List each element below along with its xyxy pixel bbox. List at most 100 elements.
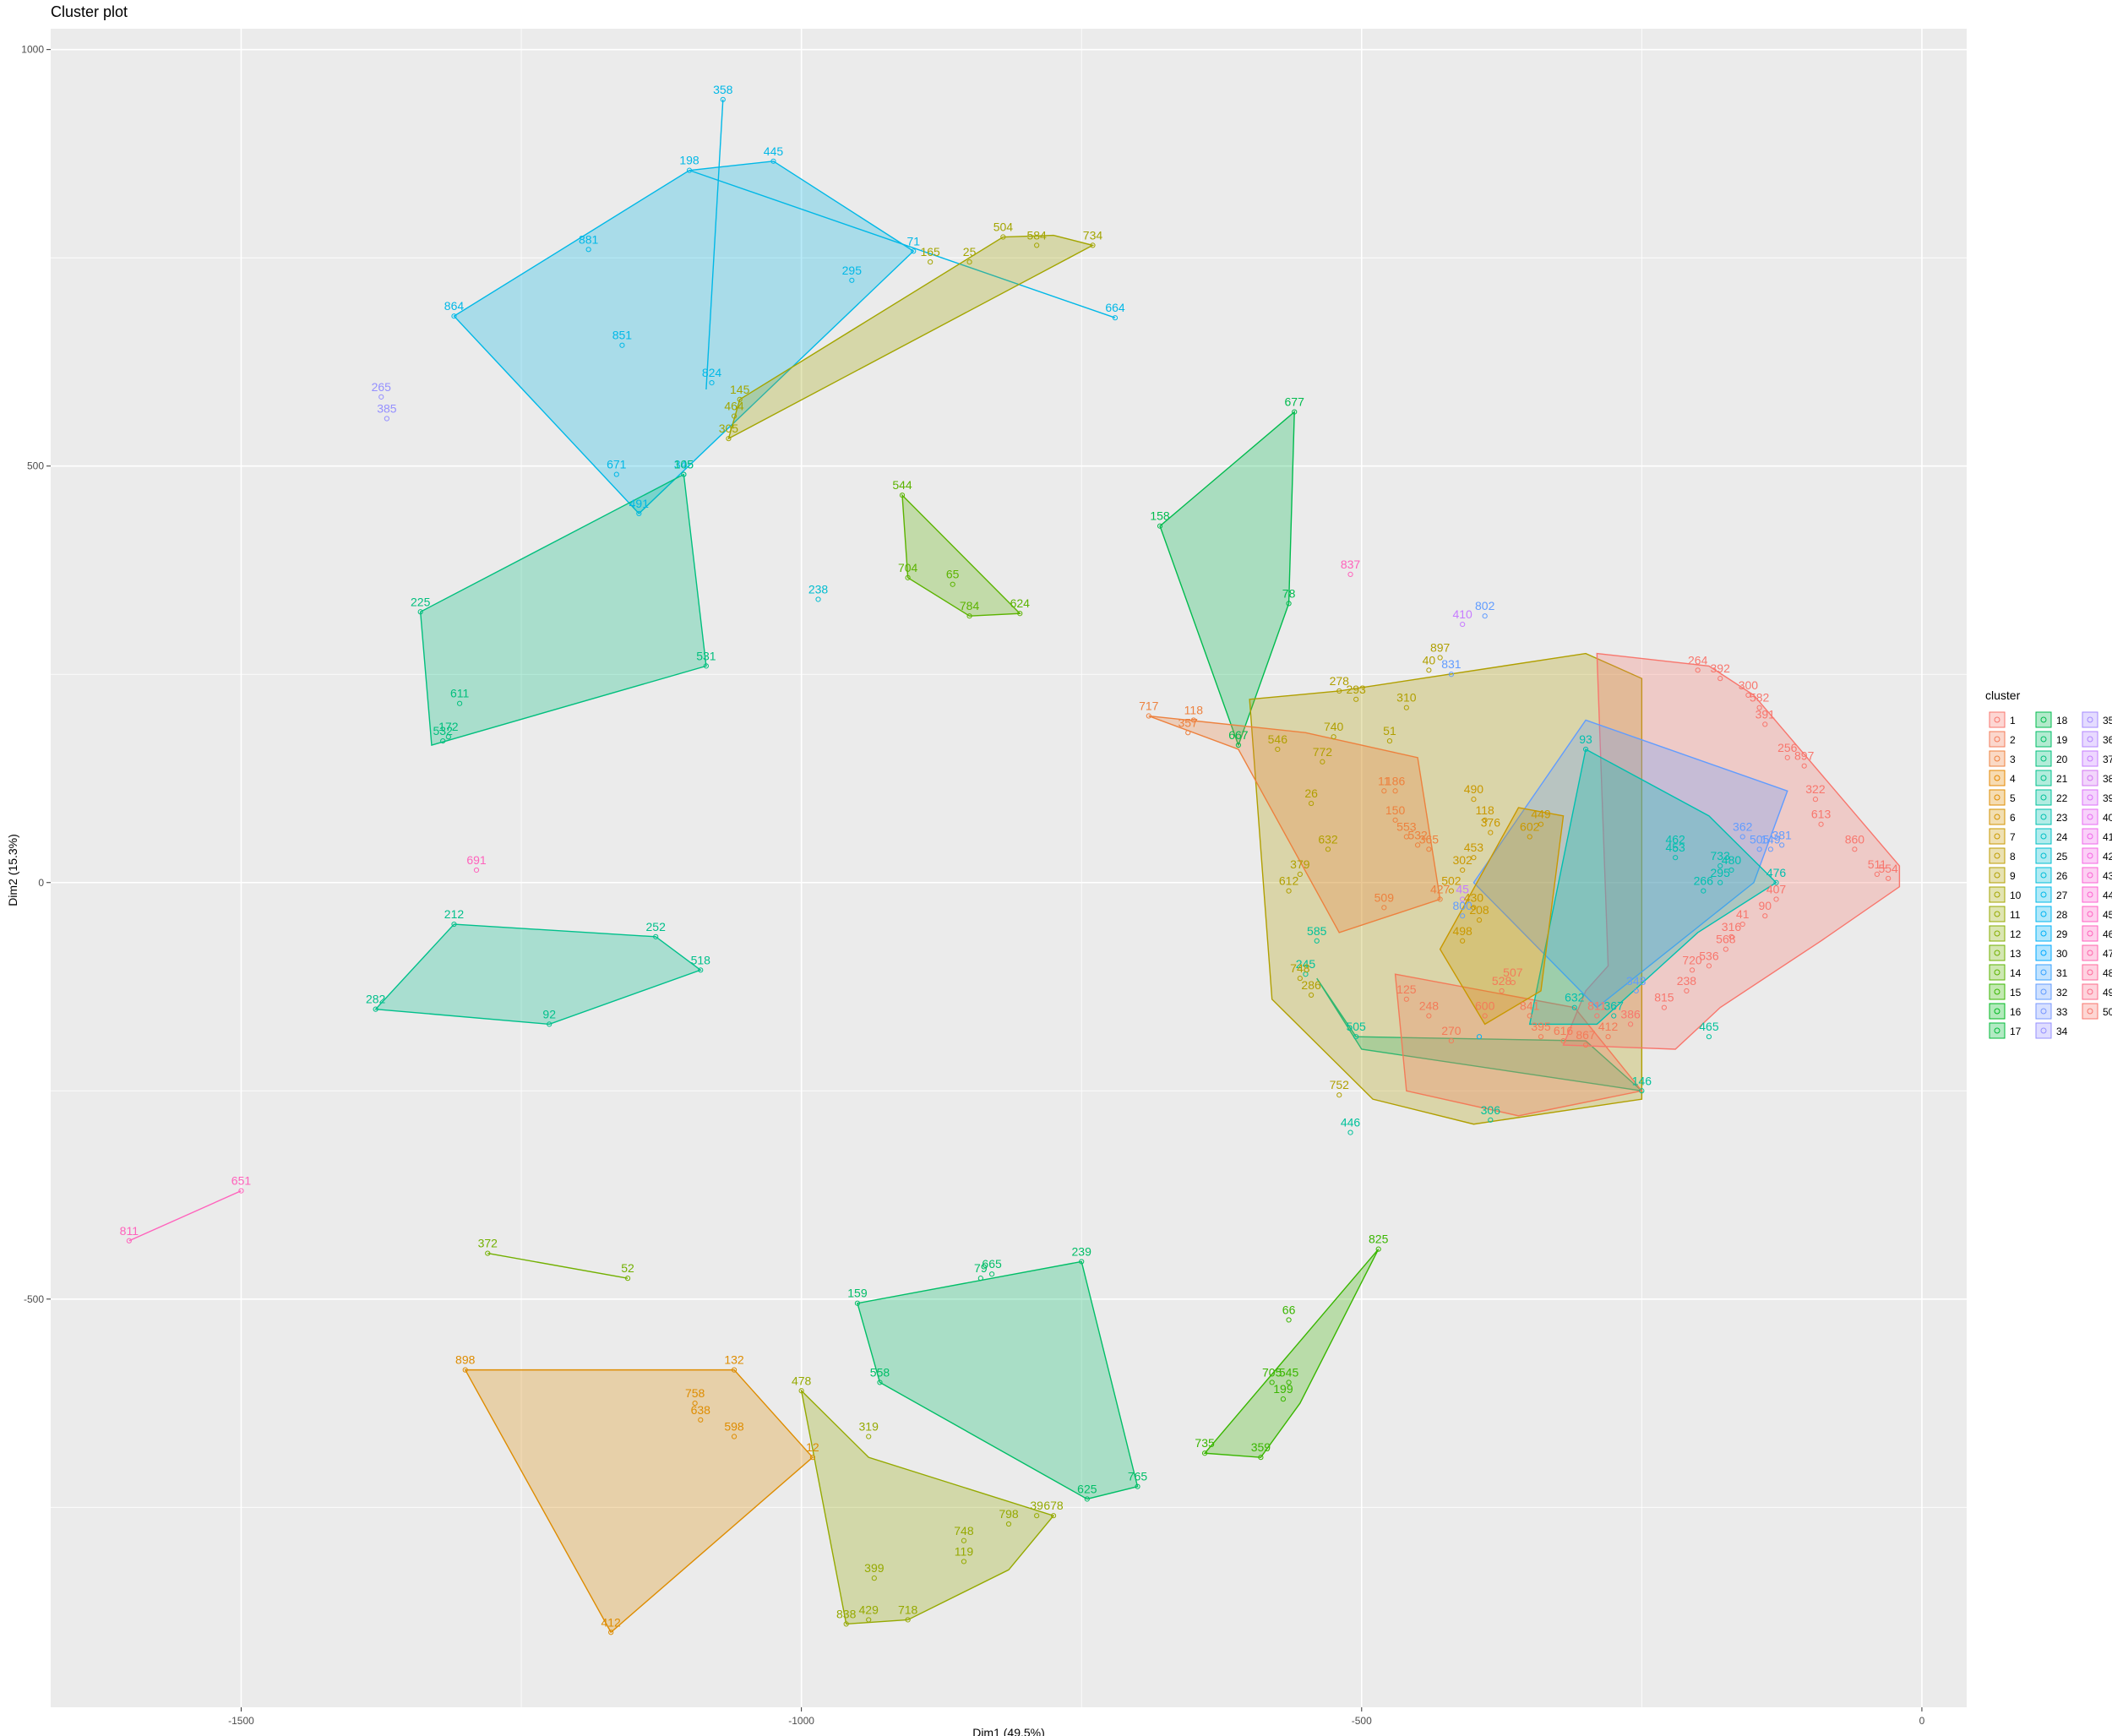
data-point <box>1661 1004 1667 1010</box>
data-point <box>950 581 955 587</box>
legend-label-12: 12 <box>2010 928 2022 940</box>
data-point <box>1005 1521 1012 1527</box>
point-label: 172 <box>438 720 459 733</box>
legend-label-48: 48 <box>2103 967 2112 979</box>
data-point <box>608 1630 614 1635</box>
point-label: 504 <box>993 220 1014 234</box>
data-point <box>1286 1380 1292 1385</box>
data-point <box>1112 315 1119 321</box>
legend-swatch-point <box>1994 775 2000 781</box>
data-point <box>1292 409 1298 415</box>
point-label: 165 <box>920 245 940 258</box>
legend-key-20 <box>2035 750 2052 767</box>
point-label: 735 <box>1195 1436 1215 1450</box>
point-label: 212 <box>444 907 465 921</box>
legend-label-37: 37 <box>2103 754 2112 765</box>
data-point <box>1448 1038 1454 1044</box>
point-label: 300 <box>1739 678 1759 692</box>
point-label: 511 <box>1868 857 1887 871</box>
y-tick-label: 1000 <box>21 44 44 56</box>
chart-title: Cluster plot <box>51 3 128 20</box>
data-point <box>1739 921 1745 928</box>
y-tick-label: 500 <box>27 460 44 472</box>
data-point <box>989 1271 995 1277</box>
data-point <box>1594 1013 1600 1019</box>
point-label: 498 <box>1452 924 1472 938</box>
legend-label-44: 44 <box>2103 890 2112 901</box>
data-point <box>849 277 855 283</box>
legend-key-10 <box>1989 886 2006 903</box>
legend-key-4 <box>1989 770 2006 786</box>
legend-label-34: 34 <box>2056 1026 2068 1037</box>
legend-swatch-point <box>2040 872 2047 879</box>
data-point <box>1286 888 1292 894</box>
data-point <box>1488 830 1494 835</box>
point-label: 198 <box>679 154 699 167</box>
point-label: 453 <box>1665 841 1685 854</box>
point-label: 146 <box>1632 1074 1652 1087</box>
point-label: 464 <box>724 400 744 413</box>
legend-label-8: 8 <box>2010 851 2016 863</box>
point-label: 811 <box>1587 999 1607 1013</box>
data-point <box>485 1250 491 1256</box>
point-label: 867 <box>1576 1028 1596 1042</box>
legend-swatch-point <box>2087 988 2093 995</box>
data-point <box>815 596 821 602</box>
legend-key-14 <box>1989 964 2006 981</box>
cluster-hull-11 <box>800 1389 1055 1625</box>
data-point <box>1852 846 1858 852</box>
data-point <box>966 613 972 619</box>
legend-key-31 <box>2035 964 2052 981</box>
legend-swatch-point <box>2040 794 2047 801</box>
point-label: 316 <box>1722 920 1742 933</box>
point-label: 26 <box>1304 786 1318 800</box>
data-point <box>1762 913 1768 919</box>
cluster-hull-9 <box>1249 652 1643 1125</box>
point-label: 825 <box>1369 1233 1389 1246</box>
data-point <box>866 1617 872 1623</box>
point-label: 427 <box>1430 882 1451 895</box>
data-point <box>1381 905 1387 911</box>
point-label: 208 <box>1469 903 1489 917</box>
point-label: 445 <box>764 144 784 158</box>
point-label: 295 <box>842 264 863 277</box>
data-point <box>726 436 732 442</box>
y-axis-title: Dim2 (15.3%) <box>6 834 19 906</box>
data-point <box>1706 1034 1712 1040</box>
legend-swatch-point <box>2087 930 2093 937</box>
data-point <box>1723 946 1728 952</box>
data-point <box>1286 1317 1292 1323</box>
point-label: 41 <box>1736 907 1750 921</box>
legend-key-9 <box>1989 867 2006 884</box>
point-label: 386 <box>1620 1007 1641 1020</box>
cluster-hull-20 <box>419 473 707 746</box>
data-point <box>1392 788 1398 794</box>
data-point <box>1297 871 1303 877</box>
cluster-hull-23 <box>1528 748 1777 1026</box>
point-label: 476 <box>1766 866 1787 879</box>
point-label: 765 <box>1128 1470 1148 1483</box>
data-point <box>871 1575 877 1581</box>
data-point <box>1779 842 1785 848</box>
legend-key-27 <box>2035 886 2052 903</box>
legend-key-46 <box>2082 925 2098 942</box>
data-point <box>681 471 687 477</box>
cluster-hull-26 <box>453 161 915 514</box>
data-point <box>692 1400 698 1407</box>
data-point <box>1471 905 1477 911</box>
legend-key-8 <box>1989 847 2006 864</box>
data-point <box>1476 1034 1483 1040</box>
data-point <box>1258 1455 1264 1461</box>
data-point <box>1538 1034 1544 1040</box>
point-label: 252 <box>646 920 667 933</box>
data-point <box>798 1388 804 1394</box>
legend-label-31: 31 <box>2056 967 2068 979</box>
legend-key-50 <box>2082 1003 2098 1020</box>
data-point <box>928 259 934 265</box>
data-point <box>966 259 972 265</box>
point-label: 376 <box>1481 816 1501 830</box>
legend-swatch-point <box>2040 891 2047 898</box>
legend-swatch-point <box>2040 930 2047 937</box>
point-label: 505 <box>1346 1020 1366 1033</box>
data-point <box>384 416 389 422</box>
